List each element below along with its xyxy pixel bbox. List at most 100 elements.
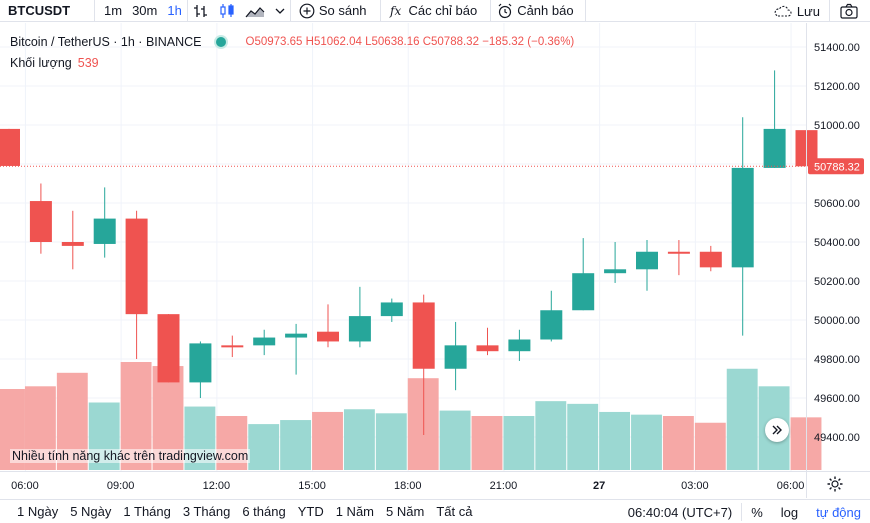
candle-body [476,345,499,352]
price-tick-label: 49600.00 [814,393,860,405]
bar-style-button[interactable] [188,0,214,22]
chart-type-dropdown[interactable] [270,0,290,22]
price-tick-label: 51400.00 [814,42,860,54]
time-tick-label: 21:00 [490,480,518,492]
candle-body [157,314,180,383]
ohlc-values: O50973.65 H51062.04 L50638.16 C50788.32 … [246,36,575,48]
candle-body [604,269,627,274]
ohlc-open: O50973.65 [245,36,303,48]
range-6m[interactable]: 6 tháng [242,504,286,519]
candle-body [189,343,212,383]
bottom-right-controls: 06:40:04 (UTC+7) % log tự động [619,500,870,523]
candle-body [221,345,244,348]
percent-scale-toggle[interactable]: % [751,504,763,520]
cloud-icon [773,3,793,19]
bottom-toolbar: 1 Ngày 5 Ngày 1 Tháng 3 Tháng 6 tháng YT… [0,499,870,523]
clock-timezone[interactable]: 06:40:04 (UTC+7) [627,504,733,520]
range-1m[interactable]: 1 Tháng [123,504,171,519]
candle-body [667,251,690,254]
ohlc-low: L50638.16 [365,36,420,48]
price-tick-label: 50600.00 [814,198,860,210]
candle-body [285,333,308,338]
volume-value: 539 [77,56,99,70]
compare-button[interactable]: So sánh [291,0,372,22]
log-scale-toggle[interactable]: log [780,504,799,520]
time-tick-label: 06:00 [11,480,39,492]
market-status-icon[interactable] [215,37,226,47]
price-tick-label: 50400.00 [814,237,860,249]
time-tick-label: 03:00 [681,480,709,492]
plus-circle-icon [299,3,315,19]
candlestick-chart[interactable]: 51400.0051200.0051000.0050800.0050600.00… [0,23,870,498]
volume-bar [694,422,726,470]
range-5y[interactable]: 5 Năm [386,504,425,519]
volume-bar [662,416,694,470]
function-icon: fx [389,3,405,19]
volume-bar [375,413,407,470]
volume-label: Khối lượng [10,56,72,70]
auto-scale-toggle[interactable]: tự động [816,504,861,520]
range-5d[interactable]: 5 Ngày [70,504,112,519]
chart-settings-button[interactable] [826,475,844,493]
candle-body [636,251,658,270]
interval-30m[interactable]: 30m [132,3,158,18]
volume-bar [503,416,535,470]
alerts-button[interactable]: Cảnh báo [491,0,578,22]
indicators-button[interactable]: fx Các chỉ báo [381,0,483,22]
candle-style-button[interactable] [214,0,240,22]
toolbar-divider [490,0,492,22]
top-toolbar: BTCUSDT 1m 30m 1h So sánh fx Các chỉ báo… [0,0,870,22]
double-chevron-right-icon [772,425,782,435]
toolbar-divider [186,0,188,22]
candle-body [572,273,595,311]
save-button[interactable]: Lưu [768,0,829,22]
chart-pane[interactable]: 51400.0051200.0051000.0050800.0050600.00… [0,23,870,498]
ohlc-high: H51062.04 [305,36,362,48]
candle-body [61,242,84,246]
time-tick-label: 12:00 [203,480,231,492]
toolbar-divider [289,0,291,22]
toolbar-right: Lưu [768,0,870,22]
volume-bar [343,409,375,470]
range-all[interactable]: Tất cả [436,504,473,519]
bars-icon [193,3,209,19]
candle-body [253,337,276,346]
save-label: Lưu [796,3,820,19]
area-chart-icon [245,3,265,19]
price-tick-label: 51200.00 [814,81,860,93]
volume-bar [567,403,599,470]
volume-bar [439,410,471,470]
candle-body [380,302,403,317]
candle-body [412,302,435,369]
tradingview-watermark[interactable]: Nhiều tính năng khác trên tradingview.co… [10,449,251,463]
toolbar-divider [379,0,381,22]
range-3m[interactable]: 3 Tháng [182,504,231,519]
area-style-button[interactable] [240,0,270,22]
candle-body [348,316,371,342]
gear-icon [827,476,843,492]
range-1d[interactable]: 1 Ngày [17,504,59,519]
price-tick-label: 50000.00 [814,315,860,327]
price-tick-label: 49400.00 [814,432,860,444]
interval-1h[interactable]: 1h [167,3,182,18]
interval-1m[interactable]: 1m [104,3,123,18]
compare-label: So sánh [318,3,367,18]
toolbar-divider [741,503,743,521]
range-ytd[interactable]: YTD [297,504,324,519]
camera-icon [840,3,858,19]
time-tick-label: 18:00 [394,480,422,492]
indicators-label: Các chỉ báo [408,3,478,18]
scroll-to-realtime-button[interactable] [765,418,789,442]
toolbar-divider [584,0,586,22]
candle-body [508,339,531,352]
volume-bar [248,424,280,470]
time-tick-label: 09:00 [107,480,135,492]
range-1y[interactable]: 1 Năm [335,504,375,519]
volume-legend: Khối lượng 539 [10,56,99,70]
alarm-clock-icon [497,3,513,19]
snapshot-button[interactable] [830,0,870,22]
volume-bar [280,420,312,470]
symbol-search[interactable]: BTCUSDT [8,3,71,18]
volume-bar [535,401,567,470]
volume-bar [631,414,662,470]
